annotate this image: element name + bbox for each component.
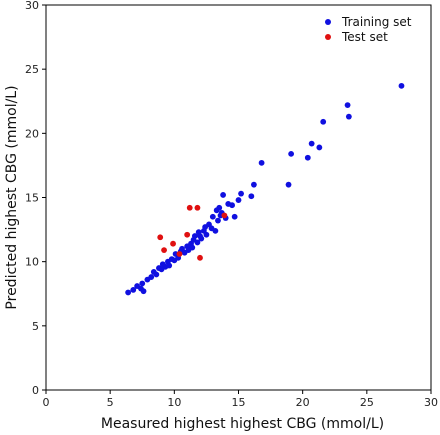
data-point xyxy=(285,181,292,188)
data-point xyxy=(304,154,311,161)
data-point xyxy=(198,235,205,242)
x-axis-label: Measured highest highest CBG (mmol/L) xyxy=(101,416,384,432)
x-tick-label: 30 xyxy=(424,396,438,409)
data-point xyxy=(189,244,196,251)
x-tick-label: 10 xyxy=(167,396,181,409)
data-point xyxy=(215,217,221,224)
data-point xyxy=(221,212,228,219)
data-point xyxy=(231,213,238,220)
data-point xyxy=(251,181,257,188)
data-point xyxy=(166,262,173,269)
data-point xyxy=(203,231,210,238)
y-tick-label: 5 xyxy=(32,320,39,333)
data-point xyxy=(176,251,183,257)
legend-marker xyxy=(325,34,331,40)
x-tick-label: 0 xyxy=(43,396,50,409)
data-point xyxy=(308,140,315,147)
data-point xyxy=(238,190,244,197)
data-point xyxy=(191,233,198,239)
data-point xyxy=(170,240,176,247)
y-tick-label: 25 xyxy=(25,63,39,76)
data-point xyxy=(320,118,327,125)
y-tick-label: 30 xyxy=(25,0,39,12)
data-point xyxy=(148,274,155,280)
data-point xyxy=(345,113,352,120)
data-point xyxy=(161,247,167,254)
data-point xyxy=(197,254,203,261)
y-tick-label: 20 xyxy=(25,127,39,140)
data-point xyxy=(288,150,295,157)
data-point xyxy=(248,193,255,200)
data-point xyxy=(153,271,160,278)
series-0 xyxy=(125,82,405,296)
x-tick-label: 5 xyxy=(107,396,114,409)
data-point xyxy=(216,204,223,211)
data-point xyxy=(220,192,227,198)
data-point xyxy=(258,159,265,166)
data-point xyxy=(157,234,164,241)
data-point xyxy=(229,202,235,209)
axes: 0 5 10 15 20 25 30 0 5 10 15 20 25 30 xyxy=(25,0,438,409)
x-tick-label: 25 xyxy=(360,396,374,409)
legend-marker xyxy=(325,19,331,25)
data-point xyxy=(194,239,201,246)
data-points xyxy=(125,82,405,296)
y-tick-label: 10 xyxy=(25,256,39,269)
data-point xyxy=(139,280,146,287)
y-tick-label: 0 xyxy=(32,384,39,397)
data-point xyxy=(209,213,216,220)
legend-label: Test set xyxy=(341,30,388,44)
data-point xyxy=(140,288,147,295)
data-point xyxy=(184,231,191,238)
data-point xyxy=(398,82,405,89)
data-point xyxy=(316,144,323,151)
legend-label: Training set xyxy=(341,15,412,29)
data-point xyxy=(125,289,132,296)
y-axis-label: Predicted highest CBG (mmol/L) xyxy=(4,85,20,309)
data-point xyxy=(344,102,351,108)
x-tick-label: 15 xyxy=(232,396,246,409)
data-point xyxy=(186,204,193,211)
data-point xyxy=(235,197,242,203)
data-point xyxy=(212,227,219,234)
data-point xyxy=(194,204,201,211)
x-tick-label: 20 xyxy=(296,396,310,409)
series-1 xyxy=(157,204,228,261)
y-tick-label: 15 xyxy=(25,192,39,205)
data-point xyxy=(130,287,137,293)
